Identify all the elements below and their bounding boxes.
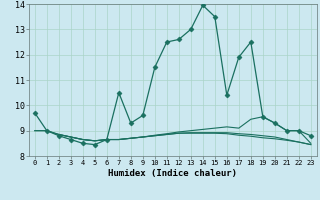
X-axis label: Humidex (Indice chaleur): Humidex (Indice chaleur) [108,169,237,178]
